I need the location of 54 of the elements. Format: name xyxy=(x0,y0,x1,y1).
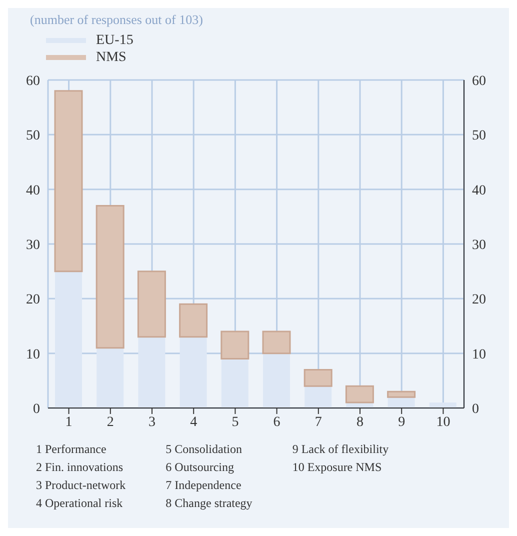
y2-tick-label: 50 xyxy=(472,128,486,144)
bar xyxy=(429,402,456,408)
bar xyxy=(179,303,208,338)
bar xyxy=(54,90,83,272)
bar xyxy=(180,336,207,408)
text: 8 Change strategy xyxy=(166,496,252,512)
x-tick-label: 3 xyxy=(148,414,156,430)
text: 9 Lack of flexibility xyxy=(292,442,389,458)
bar xyxy=(304,368,332,387)
y-tick-label: 10 xyxy=(26,347,40,362)
bar xyxy=(304,386,332,408)
x-tick-label: 7 xyxy=(314,414,322,430)
text: 3 Product-network xyxy=(36,478,126,494)
y2-tick-label: 60 xyxy=(472,74,486,89)
bar xyxy=(220,330,250,360)
bar xyxy=(387,390,416,398)
bar xyxy=(96,204,124,349)
x-tick-label: 1 xyxy=(65,414,72,430)
legend-label: EU-15 xyxy=(96,32,134,48)
bar xyxy=(263,353,290,408)
y2-tick-label: 0 xyxy=(472,402,479,417)
x-tick-label: 4 xyxy=(190,414,198,430)
y2-tick-label: 20 xyxy=(472,292,486,308)
text: 1 Performance xyxy=(36,442,108,458)
x-tick-label: 10 xyxy=(436,414,450,430)
bar xyxy=(345,385,374,404)
bar xyxy=(138,336,166,408)
bar xyxy=(221,358,248,408)
text: 2 Fin. innovations xyxy=(36,460,124,476)
text: 10 Exposure NMS xyxy=(292,460,383,476)
y2-tick-label: 10 xyxy=(472,347,486,362)
bar xyxy=(262,330,291,354)
legend-label: NMS xyxy=(96,50,126,66)
y-tick-label: 0 xyxy=(33,402,40,417)
x-tick-label: 5 xyxy=(232,414,239,430)
y-tick-label: 60 xyxy=(26,74,40,89)
text: 6 Outsourcing xyxy=(166,460,235,476)
y-tick-label: 20 xyxy=(26,292,40,308)
bar xyxy=(55,271,82,408)
y-tick-label: 50 xyxy=(26,128,40,144)
x-tick-label: 8 xyxy=(356,414,364,430)
x-tick-label: 6 xyxy=(273,414,280,430)
text: 5 Consolidation xyxy=(166,442,243,458)
bar xyxy=(96,348,124,408)
y2-tick-label: 40 xyxy=(472,183,486,198)
text: 4 Operational risk xyxy=(36,496,124,512)
x-tick-label: 2 xyxy=(106,414,114,430)
y-tick-label: 30 xyxy=(26,238,40,253)
y-tick-label: 40 xyxy=(26,183,40,198)
chart-title: (number of responses out of 103) xyxy=(30,12,203,28)
text: 7 Independence xyxy=(166,478,242,494)
y2-tick-label: 30 xyxy=(472,238,486,253)
bar xyxy=(137,270,166,338)
x-tick-label: 9 xyxy=(398,414,406,430)
